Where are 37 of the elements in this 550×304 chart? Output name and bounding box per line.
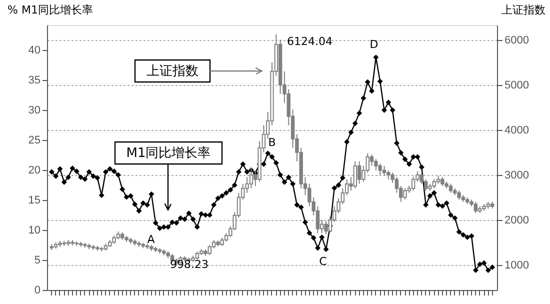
y2-tick-label: 3000	[504, 169, 529, 182]
y2-tick-label: 6000	[504, 34, 529, 46]
y-tick-label: 15	[28, 194, 40, 207]
candlestick	[353, 160, 357, 189]
annotation: D	[370, 38, 378, 51]
candlestick	[411, 176, 416, 192]
candlestick	[357, 160, 362, 184]
y2-tick-label: 4000	[504, 124, 529, 136]
series-label: M1同比增长率	[126, 145, 211, 161]
annotation: A	[147, 233, 156, 246]
candlestick	[378, 163, 382, 176]
candlestick	[403, 188, 407, 200]
y-axis-title: % M1同比增长率	[8, 4, 93, 16]
y2-tick-label: 2000	[504, 214, 529, 226]
y-tick-label: 40	[28, 44, 40, 57]
y-tick-label: 25	[28, 134, 40, 147]
y2-tick-label: 5000	[504, 79, 529, 92]
candlestick	[208, 244, 212, 256]
annotation: 998.23	[170, 258, 208, 271]
candlestick	[374, 158, 378, 171]
annotation: C	[319, 255, 328, 268]
y2-axis-title: 上证指数	[502, 4, 546, 16]
candlestick	[316, 206, 320, 234]
legend-label: 上证指数	[146, 64, 198, 79]
y-tick-label: 35	[28, 74, 40, 87]
annotation: 6124.04	[287, 35, 332, 48]
y-tick-label: 5	[34, 254, 40, 267]
y-tick-label: 20	[28, 164, 40, 177]
y-tick-label: 30	[28, 104, 40, 117]
y-tick-label: 0	[34, 284, 40, 296]
y2-tick-label: 1000	[504, 259, 529, 272]
annotation: B	[268, 136, 276, 149]
candlestick	[382, 165, 386, 176]
candlestick	[424, 178, 428, 192]
y-tick-label: 10	[28, 224, 40, 237]
candlestick	[474, 201, 478, 214]
candlestick	[324, 220, 328, 235]
